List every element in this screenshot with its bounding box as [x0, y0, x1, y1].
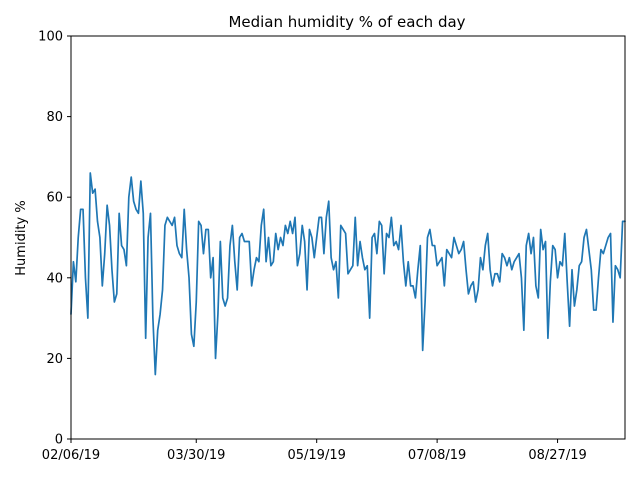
y-tick-label: 60: [46, 191, 63, 206]
plot-area: 0 20 40 60 80 100 02/06/19 03/30/19 05/19/19 07/…: [38, 30, 626, 463]
axes-frame: [70, 35, 626, 440]
x-axis-ticks: 02/06/19 03/30/19 05/19/19 07/08/19 08/27/19: [42, 439, 587, 463]
x-tick-label: 03/30/19: [167, 448, 225, 463]
chart-title: Median humidity % of each day: [228, 13, 465, 31]
x-tick-label: 08/27/19: [528, 448, 586, 463]
y-axis-ticks: 0 20 40 60 80 100: [38, 30, 71, 448]
x-tick-label: 07/08/19: [408, 448, 466, 463]
y-tick-label: 40: [46, 271, 63, 286]
y-axis-label: Humidity %: [14, 200, 29, 275]
humidity-series-line: [70, 172, 626, 376]
y-tick-label: 0: [55, 433, 63, 448]
y-tick-label: 80: [46, 110, 63, 125]
y-tick-label: 20: [46, 352, 63, 367]
x-tick-label: 02/06/19: [42, 448, 100, 463]
y-tick-label: 100: [38, 30, 63, 45]
x-tick-label: 05/19/19: [287, 448, 345, 463]
